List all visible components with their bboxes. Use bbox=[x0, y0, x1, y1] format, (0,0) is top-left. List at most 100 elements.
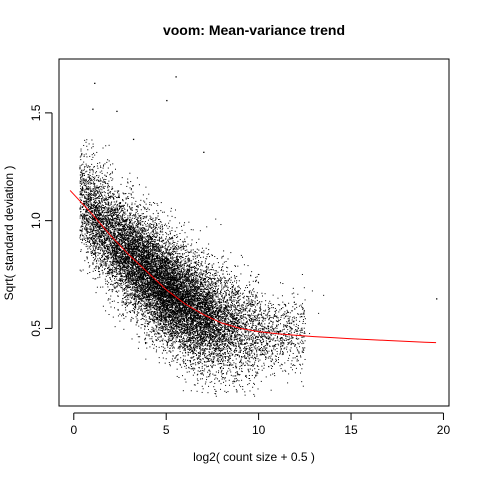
data-point bbox=[127, 217, 129, 219]
data-point bbox=[220, 276, 222, 278]
data-point bbox=[99, 229, 101, 231]
data-point bbox=[206, 269, 208, 271]
data-point bbox=[194, 261, 196, 263]
data-point bbox=[166, 270, 168, 272]
data-point bbox=[158, 293, 160, 295]
data-point bbox=[138, 307, 140, 309]
data-point bbox=[139, 267, 141, 269]
data-point bbox=[135, 254, 137, 256]
data-point bbox=[192, 308, 194, 310]
data-point bbox=[80, 150, 82, 152]
data-point bbox=[154, 311, 156, 313]
data-point bbox=[138, 230, 140, 232]
data-point bbox=[224, 328, 226, 330]
data-point bbox=[162, 234, 164, 236]
data-point bbox=[232, 328, 234, 330]
data-point bbox=[89, 225, 91, 227]
data-point bbox=[258, 346, 260, 348]
data-point bbox=[179, 222, 181, 224]
data-point bbox=[169, 279, 171, 281]
data-point bbox=[278, 311, 280, 313]
data-point bbox=[85, 228, 87, 230]
data-point bbox=[209, 330, 211, 332]
data-point bbox=[182, 295, 184, 297]
data-point bbox=[127, 229, 129, 231]
data-point bbox=[295, 317, 297, 319]
data-point bbox=[210, 327, 212, 329]
data-point bbox=[126, 287, 128, 289]
data-point bbox=[159, 305, 161, 307]
data-point bbox=[206, 226, 208, 228]
data-point bbox=[235, 306, 237, 308]
data-point bbox=[200, 307, 202, 309]
data-point bbox=[226, 322, 228, 324]
data-point bbox=[151, 272, 153, 274]
data-point bbox=[240, 349, 242, 351]
data-point bbox=[232, 382, 234, 384]
data-point bbox=[251, 347, 253, 349]
data-point bbox=[104, 199, 106, 201]
data-point bbox=[164, 312, 166, 314]
data-point bbox=[102, 266, 104, 268]
data-point bbox=[239, 288, 241, 290]
data-point bbox=[87, 228, 89, 230]
data-point bbox=[210, 278, 212, 280]
data-point bbox=[143, 245, 145, 247]
data-point bbox=[206, 308, 208, 310]
data-point bbox=[96, 179, 98, 181]
data-point bbox=[192, 309, 194, 311]
data-point bbox=[206, 256, 208, 258]
data-point bbox=[270, 329, 272, 331]
data-point bbox=[216, 312, 218, 314]
data-point bbox=[262, 335, 264, 337]
data-point bbox=[186, 346, 188, 348]
data-point bbox=[90, 229, 92, 231]
data-point bbox=[91, 245, 93, 247]
data-point bbox=[147, 272, 149, 274]
data-point bbox=[217, 317, 219, 319]
data-point bbox=[185, 329, 187, 331]
data-point bbox=[91, 183, 93, 185]
data-point bbox=[81, 172, 83, 174]
data-point bbox=[283, 326, 285, 328]
data-point bbox=[266, 314, 268, 316]
data-point bbox=[144, 231, 146, 233]
data-point bbox=[268, 315, 270, 317]
data-point bbox=[267, 325, 269, 327]
data-point bbox=[152, 262, 154, 264]
data-point bbox=[183, 329, 185, 331]
data-point bbox=[137, 283, 139, 285]
data-point bbox=[100, 192, 102, 194]
data-point bbox=[81, 193, 83, 195]
data-point bbox=[185, 262, 187, 264]
data-point bbox=[182, 277, 184, 279]
data-point bbox=[187, 326, 189, 328]
data-point bbox=[220, 308, 222, 310]
data-point bbox=[85, 225, 87, 227]
data-point bbox=[194, 281, 196, 283]
data-point bbox=[168, 312, 170, 314]
data-point bbox=[161, 284, 163, 286]
data-point bbox=[213, 290, 215, 292]
data-point bbox=[128, 205, 130, 207]
data-point bbox=[247, 384, 249, 386]
data-point bbox=[301, 343, 303, 345]
data-point bbox=[112, 249, 114, 251]
data-point bbox=[142, 315, 144, 317]
data-point bbox=[185, 315, 187, 317]
data-point bbox=[153, 284, 155, 286]
data-point bbox=[98, 240, 100, 242]
data-point bbox=[198, 362, 200, 364]
data-point bbox=[268, 355, 270, 357]
data-point bbox=[101, 198, 103, 200]
data-point bbox=[271, 304, 273, 306]
data-point bbox=[213, 364, 215, 366]
data-point bbox=[121, 254, 123, 256]
data-point bbox=[172, 347, 174, 349]
data-point bbox=[169, 339, 171, 341]
data-point bbox=[254, 348, 256, 350]
data-point bbox=[278, 359, 279, 361]
data-point bbox=[223, 276, 225, 278]
data-point bbox=[177, 269, 179, 271]
data-point bbox=[239, 366, 241, 368]
